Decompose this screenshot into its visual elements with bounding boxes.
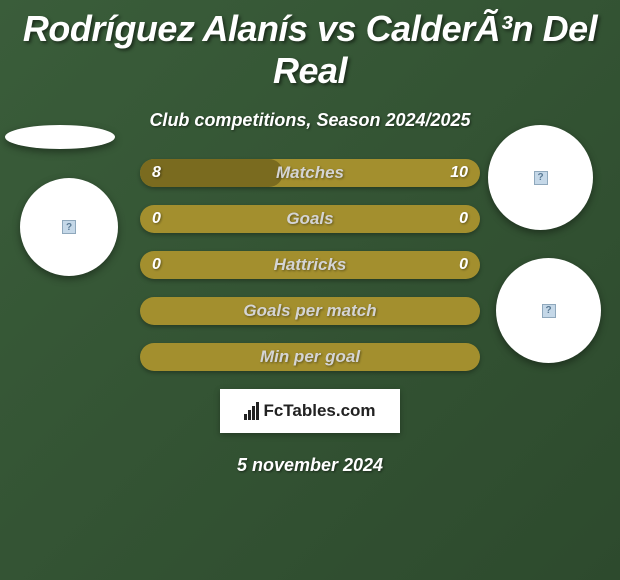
stat-label: Hattricks — [274, 255, 347, 275]
placeholder-icon: ? — [542, 304, 556, 318]
stat-row-goals: 0 Goals 0 — [140, 205, 480, 233]
placeholder-icon: ? — [534, 171, 548, 185]
stat-right-value: 0 — [459, 210, 468, 228]
avatar-right-circle-top: ? — [488, 125, 593, 230]
stat-left-value: 8 — [152, 164, 161, 182]
avatar-left-ellipse — [5, 125, 115, 149]
stat-row-matches: 8 Matches 10 — [140, 159, 480, 187]
avatar-right-circle-bottom: ? — [496, 258, 601, 363]
stat-row-hattricks: 0 Hattricks 0 — [140, 251, 480, 279]
stat-highlight — [140, 159, 283, 187]
stat-right-value: 0 — [459, 256, 468, 274]
chart-icon — [244, 402, 259, 420]
stat-label: Goals per match — [243, 301, 376, 321]
stat-label: Matches — [276, 163, 344, 183]
avatar-left-circle: ? — [20, 178, 118, 276]
stat-label: Min per goal — [260, 347, 360, 367]
stat-left-value: 0 — [152, 256, 161, 274]
page-title: Rodríguez Alanís vs CalderÃ³n Del Real — [0, 0, 620, 92]
logo-text: FcTables.com — [263, 401, 375, 421]
stat-right-value: 10 — [450, 164, 468, 182]
footer-date: 5 november 2024 — [0, 455, 620, 476]
stat-left-value: 0 — [152, 210, 161, 228]
stat-row-goals-per-match: Goals per match — [140, 297, 480, 325]
stat-label: Goals — [286, 209, 333, 229]
logo-box[interactable]: FcTables.com — [220, 389, 400, 433]
stats-container: 8 Matches 10 0 Goals 0 0 Hattricks 0 Goa… — [140, 159, 480, 371]
stat-row-min-per-goal: Min per goal — [140, 343, 480, 371]
placeholder-icon: ? — [62, 220, 76, 234]
